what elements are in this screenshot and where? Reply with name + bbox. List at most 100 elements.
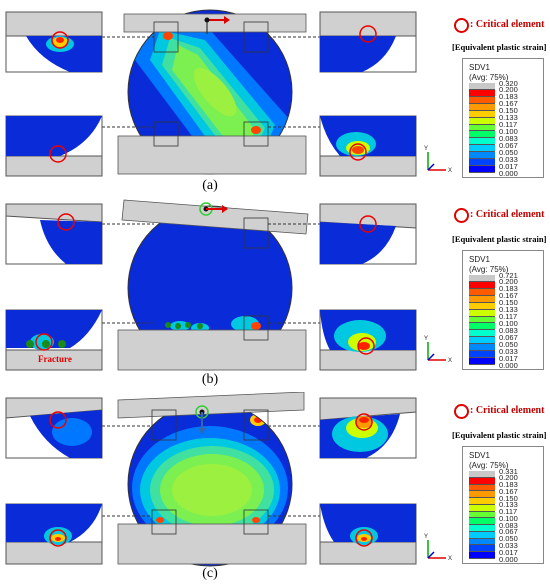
legend-swatch — [469, 531, 495, 539]
axis-x-label: X — [448, 556, 452, 562]
legend-c: SDV1 (Avg: 75%) 0.331 0.200 0.183 0.167 0.150… — [462, 446, 544, 564]
legend-title: SDV1 (Avg: 75%) — [469, 255, 509, 274]
legend-value: 0.067 — [499, 527, 518, 537]
inset-a-bottom-right — [319, 115, 417, 177]
legend-value: 0.117 — [499, 312, 518, 322]
legend-value: 0.083 — [499, 520, 518, 530]
legend-swatches — [469, 275, 495, 365]
legend-swatch — [469, 103, 495, 111]
legend-title: SDV1 (Avg: 75%) — [469, 451, 509, 470]
legend-swatch — [469, 138, 495, 146]
legend-value: 0.167 — [499, 99, 518, 109]
legend-swatch — [469, 344, 495, 352]
legend-value: 0.183 — [499, 92, 518, 102]
strain-label: [Equivalent plastic strain] — [452, 234, 547, 244]
panel-label-a: (a) — [202, 178, 218, 193]
axis-y-label: Y — [424, 336, 428, 342]
panel-a: Y X : Critical element [Equivalent plast… — [0, 0, 550, 196]
legend-value: 0.331 — [499, 466, 518, 476]
critical-element-label: : Critical element — [470, 209, 545, 220]
legend-value: 0.150 — [499, 106, 518, 116]
legend-swatch — [469, 309, 495, 317]
legend-swatch — [469, 337, 495, 345]
critical-element-label: : Critical element — [470, 405, 545, 416]
legend-a: SDV1 (Avg: 75%) 0.320 0.200 0.183 0.167 0.150… — [462, 58, 544, 178]
legend-value: 0.721 — [499, 270, 518, 280]
legend-swatch — [469, 351, 495, 359]
legend-swatch — [469, 471, 495, 478]
simulation-b: Y X — [5, 199, 452, 371]
legend-swatch — [469, 145, 495, 153]
axis-y-label: Y — [424, 146, 428, 152]
legend-value: 0.100 — [499, 513, 518, 523]
legend-swatch — [469, 275, 495, 282]
critical-element-marker — [454, 18, 469, 33]
panel-label-c: (c) — [202, 566, 218, 581]
legend-value: 0.133 — [499, 500, 518, 510]
fracture-label: Fracture — [38, 354, 72, 364]
legend-swatch — [469, 330, 495, 338]
inset-c-bottom-right — [319, 503, 417, 565]
strain-label: [Equivalent plastic strain] — [452, 430, 547, 440]
axis-triad-a: Y X — [424, 146, 452, 174]
legend-value: 0.167 — [499, 486, 518, 496]
legend-swatch — [469, 484, 495, 492]
legend-value: 0.050 — [499, 147, 518, 157]
inset-c-top-left — [5, 397, 103, 459]
critical-element-marker — [454, 208, 469, 223]
panel-label-b: (b) — [201, 372, 219, 387]
legend-value: 0.083 — [499, 133, 518, 143]
legend-swatch — [469, 316, 495, 324]
disc-contour-a — [128, 10, 292, 174]
legend-swatch — [469, 302, 495, 310]
legend-value: 0.117 — [499, 507, 518, 517]
legend-value: 0.033 — [499, 346, 518, 356]
inset-c-bottom-left — [5, 503, 103, 565]
legend-value: 0.017 — [499, 547, 518, 557]
legend-swatch — [469, 117, 495, 125]
legend-value: 0.017 — [499, 161, 518, 171]
inset-a-top-left — [5, 11, 103, 73]
simulation-a: Y X — [5, 9, 452, 177]
legend-swatch — [469, 288, 495, 296]
inset-b-bottom-right — [319, 309, 417, 371]
panel-b: Y X Fracture : Critical element [Equival… — [0, 196, 550, 392]
legend-swatch — [469, 545, 495, 553]
legend-value: 0.050 — [499, 339, 518, 349]
legend-swatch — [469, 358, 495, 365]
axis-x-label: X — [448, 168, 452, 174]
legend-swatch — [469, 131, 495, 139]
legend-value: 0.083 — [499, 325, 518, 335]
inset-b-bottom-left — [5, 309, 103, 371]
legend-swatch — [469, 538, 495, 546]
legend-value: 0.200 — [499, 473, 518, 483]
legend-value: 0.167 — [499, 291, 518, 301]
critical-element-marker — [454, 404, 469, 419]
legend-value: 0.117 — [499, 120, 518, 130]
legend-value: 0.133 — [499, 113, 518, 123]
inset-b-top-right — [319, 203, 417, 265]
axis-triad-b: Y X — [424, 336, 452, 364]
legend-value: 0.183 — [499, 284, 518, 294]
legend-swatch — [469, 552, 495, 559]
legend-value: 0.100 — [499, 126, 518, 136]
legend-swatches — [469, 471, 495, 559]
legend-swatch — [469, 511, 495, 519]
legend-value: 0.200 — [499, 277, 518, 287]
legend-swatch — [469, 323, 495, 331]
legend-value: 0.000 — [499, 360, 518, 370]
inset-c-top-right — [319, 397, 417, 459]
legend-swatch — [469, 498, 495, 505]
legend-title: SDV1 (Avg: 75%) — [469, 63, 509, 82]
legend-value: 0.150 — [499, 298, 518, 308]
legend-value: 0.150 — [499, 493, 518, 503]
inset-a-bottom-left — [5, 115, 103, 177]
legend-swatch — [469, 504, 495, 512]
strain-label: [Equivalent plastic strain] — [452, 42, 547, 52]
legend-swatch — [469, 477, 495, 485]
legend-swatch — [469, 518, 495, 526]
legend-swatch — [469, 281, 495, 289]
legend-value: 0.033 — [499, 154, 518, 164]
legend-swatch — [469, 159, 495, 167]
simulation-c: Y X — [5, 392, 452, 567]
